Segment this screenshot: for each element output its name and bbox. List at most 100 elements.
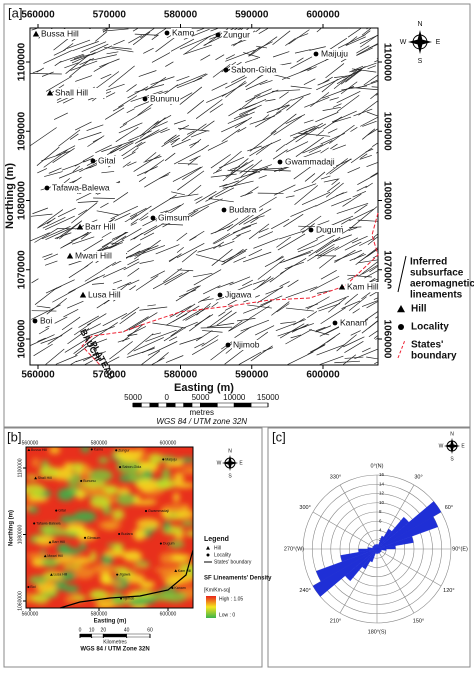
locality-marker <box>309 228 314 233</box>
locality-marker <box>27 586 29 588</box>
density-blob <box>72 557 92 565</box>
legend-label: High : 1.05 <box>219 596 243 602</box>
density-blob <box>90 496 110 508</box>
place-label: Maijuju <box>165 457 176 461</box>
locality-marker <box>120 597 122 599</box>
density-blob <box>65 596 77 603</box>
place-label: Lusa Hill <box>88 289 121 299</box>
legend-label: Hill <box>214 545 221 551</box>
scale-label: 5000 <box>124 393 142 402</box>
y-tick-label: 1080000 <box>17 525 23 545</box>
scale-unit: metres <box>190 408 214 417</box>
x-tick-label: 600000 <box>160 440 177 446</box>
density-blob <box>90 490 108 495</box>
locality-marker <box>33 319 38 324</box>
place-label: Zungur <box>118 448 130 452</box>
compass-label: S <box>228 473 232 479</box>
scale-seg <box>167 403 175 407</box>
scale-seg <box>251 403 268 407</box>
lineament <box>380 87 401 97</box>
place-label: Mwari Hill <box>75 250 112 260</box>
place-label: Gimsum <box>87 536 100 540</box>
lineament <box>383 230 408 238</box>
locality-marker <box>278 160 283 165</box>
lineament <box>382 81 394 87</box>
y-axis-title: Northing (m) <box>9 510 15 546</box>
angle-label: 330° <box>330 475 341 481</box>
lineament <box>388 85 404 94</box>
scale-seg <box>127 634 150 637</box>
scale-seg <box>103 634 126 637</box>
scale-unit: Kilometres <box>103 639 127 645</box>
locality-marker <box>224 68 229 73</box>
scale-label: 10 <box>89 627 95 633</box>
compass-label: S <box>418 58 423 65</box>
locality-marker <box>165 31 170 36</box>
ring-label: 4 <box>379 528 382 533</box>
x-axis-title: Easting (m) <box>94 619 127 625</box>
place-label: Boi <box>40 315 52 325</box>
angle-label: 30° <box>414 475 422 481</box>
legend-label: lineaments <box>410 290 463 301</box>
locality-marker <box>162 458 164 460</box>
y-tick-label: 1090000 <box>381 112 392 151</box>
density-blob <box>98 520 121 530</box>
scale-label: 0 <box>79 627 82 633</box>
lineament <box>387 239 397 243</box>
y-tick-label: 1090000 <box>17 111 28 150</box>
locality-marker <box>222 208 227 213</box>
density-blob <box>123 551 142 562</box>
density-blob <box>163 521 170 533</box>
place-label: Dugum <box>163 542 175 546</box>
density-blob <box>73 511 96 523</box>
panel-label: [a] <box>8 5 22 20</box>
density-blob <box>26 496 48 502</box>
locality-marker <box>160 543 162 545</box>
locality-marker <box>91 159 96 164</box>
x-tick-label: 600000 <box>306 10 340 21</box>
place-label: Jigawa <box>225 289 252 299</box>
hill-marker <box>206 546 210 550</box>
y-tick-label: 1060000 <box>381 320 392 359</box>
place-label: Gital <box>98 155 116 165</box>
place-label: Barr Hill <box>85 221 115 231</box>
angle-label: 210° <box>330 618 341 624</box>
legend-label: Hill <box>411 304 427 315</box>
lineament <box>379 173 389 178</box>
place-label: Njimob <box>233 339 260 349</box>
angle-label: 0°(N) <box>371 463 384 469</box>
locality-marker <box>151 216 156 221</box>
locality-marker <box>55 510 57 512</box>
x-tick-label: 590000 <box>235 370 269 381</box>
locality-marker <box>84 537 86 539</box>
place-label: Boi <box>30 585 35 589</box>
density-blob <box>42 530 67 536</box>
y-tick-label: 1060000 <box>17 319 28 358</box>
place-label: Gital <box>58 509 66 513</box>
place-label: Kam Hill <box>347 281 379 291</box>
map-a-frame <box>30 28 378 365</box>
scale-seg <box>175 403 183 407</box>
density-blob <box>156 479 176 489</box>
density-blob <box>74 567 95 579</box>
scale-label: 60 <box>147 627 153 633</box>
compass <box>408 30 432 54</box>
density-blob <box>149 453 161 465</box>
angle-label: 180°(S) <box>368 629 387 635</box>
legend-label: aeromagnetic <box>410 279 474 290</box>
x-tick-label: 600000 <box>160 611 177 617</box>
locality-marker <box>314 52 319 57</box>
locality-marker <box>226 343 231 348</box>
density-blob <box>171 554 191 561</box>
angle-label: 270°(W) <box>284 546 304 552</box>
density-blob <box>186 530 199 536</box>
scale-seg <box>201 403 218 407</box>
ring-label: 16 <box>379 472 385 477</box>
density-blob <box>112 509 124 520</box>
lineament <box>383 363 413 368</box>
legend-label: States' boundary <box>214 559 252 565</box>
compass-c <box>444 438 460 454</box>
legend-label: Locality <box>214 552 231 558</box>
angle-label: 300° <box>299 505 310 511</box>
compass-label: N <box>450 431 454 437</box>
